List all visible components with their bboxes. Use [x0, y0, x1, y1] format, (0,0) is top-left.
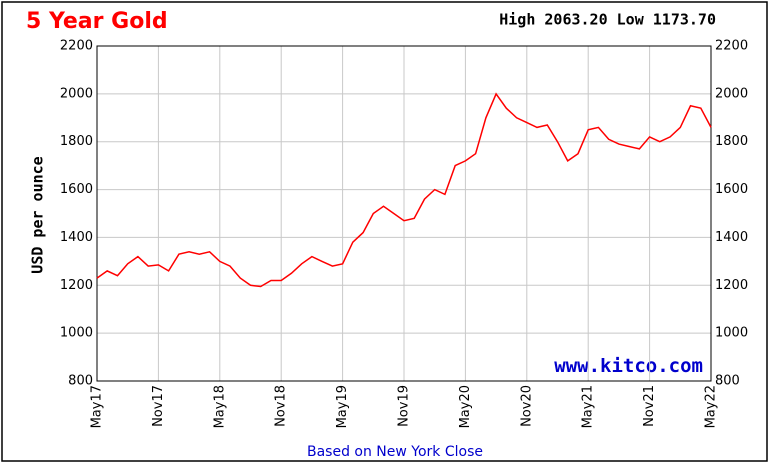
y-tick-label-right: 1200: [715, 278, 748, 293]
price-line: [96, 92, 712, 288]
watermark: www.kitco.com: [554, 355, 703, 377]
y-tick-label: 1400: [60, 230, 93, 245]
y-tick-label-right: 800: [715, 374, 740, 389]
y-tick-label-right: 1400: [715, 230, 748, 245]
y-tick-label: 800: [68, 374, 93, 389]
x-tick-label: Nov17: [151, 385, 166, 427]
y-axis-label: USD per ounce: [29, 156, 47, 273]
y-tick-label-right: 1800: [715, 134, 748, 149]
x-tick-label: May17: [90, 385, 105, 428]
frame: [1, 1, 768, 462]
chart-title: 5 Year Gold: [26, 9, 168, 34]
x-tick-label: May20: [458, 385, 473, 428]
y-tick-label-right: 2000: [715, 86, 748, 101]
x-tick-label: May21: [581, 385, 596, 428]
y-tick-label: 1200: [60, 278, 93, 293]
x-tick-label: May18: [212, 385, 227, 428]
y-tick-label-right: 1600: [715, 182, 748, 197]
y-tick-label: 2000: [60, 86, 93, 101]
y-tick-label: 1000: [60, 326, 93, 341]
y-tick-label-right: 1000: [715, 326, 748, 341]
high-low: High 2063.20 Low 1173.70: [499, 11, 716, 29]
x-tick-label: May22: [704, 385, 719, 428]
plot-border: [96, 45, 712, 382]
y-tick-label: 1600: [60, 182, 93, 197]
x-tick-label: May19: [335, 385, 350, 428]
y-tick-label: 2200: [60, 39, 93, 54]
x-tick-label: Nov21: [642, 385, 657, 427]
footnote: Based on New York Close: [307, 444, 483, 460]
x-tick-label: Nov19: [397, 385, 412, 427]
x-tick-label: Nov20: [519, 385, 534, 427]
y-tick-label: 1800: [60, 134, 93, 149]
x-tick-label: Nov18: [274, 385, 289, 427]
y-tick-label-right: 2200: [715, 39, 748, 54]
